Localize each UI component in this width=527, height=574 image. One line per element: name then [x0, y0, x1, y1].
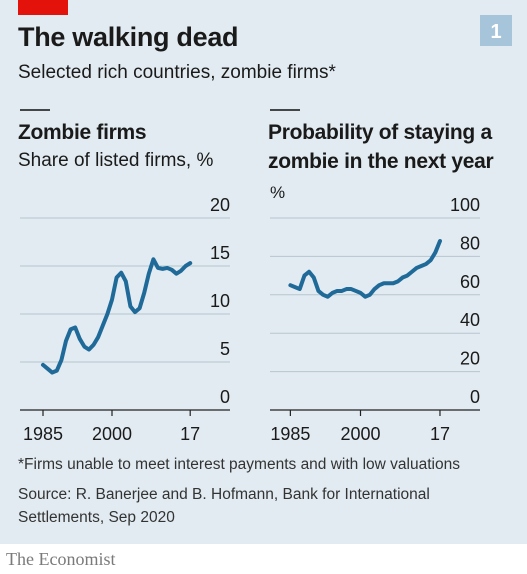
y-tick-label: 15 — [210, 243, 230, 263]
badge — [480, 15, 512, 46]
y-tick-label: 60 — [460, 272, 480, 292]
x-tick-label: 2000 — [340, 424, 380, 444]
chart-title: Probability of staying a zombie in the n… — [268, 121, 494, 173]
y-tick-label: 80 — [460, 233, 480, 253]
y-tick-label: 5 — [220, 339, 230, 359]
title: The walking dead — [18, 22, 239, 52]
chart-subtitle: Share of listed firms, % — [18, 150, 214, 171]
data-line — [41, 257, 193, 375]
chart-title: Zombie firms — [18, 121, 147, 144]
y-tick-label: 20 — [210, 195, 230, 215]
footnote: *Firms unable to meet interest payments … — [18, 456, 460, 473]
data-line — [288, 239, 442, 299]
brand-tag — [18, 0, 68, 15]
brand: The Economist — [6, 549, 116, 569]
subtitle: Selected rich countries, zombie firms* — [18, 62, 336, 83]
x-tick-label: 1985 — [23, 424, 63, 444]
y-tick-label: 10 — [210, 291, 230, 311]
x-tick-label: 1985 — [270, 424, 310, 444]
y-tick-label: 40 — [460, 310, 480, 330]
y-tick-label: 0 — [220, 387, 230, 407]
chart-panel — [0, 0, 527, 544]
y-tick-label: 100 — [450, 195, 480, 215]
x-tick-label: 17 — [180, 424, 200, 444]
y-tick-label: 20 — [460, 349, 480, 369]
y-tick-label: 0 — [470, 387, 480, 407]
x-tick-label: 2000 — [92, 424, 132, 444]
source: Source: R. Banerjee and B. Hofmann, Bank… — [18, 486, 430, 526]
badge-label: 1 — [490, 21, 501, 43]
x-tick-label: 17 — [430, 424, 450, 444]
unit-label: % — [270, 183, 286, 202]
